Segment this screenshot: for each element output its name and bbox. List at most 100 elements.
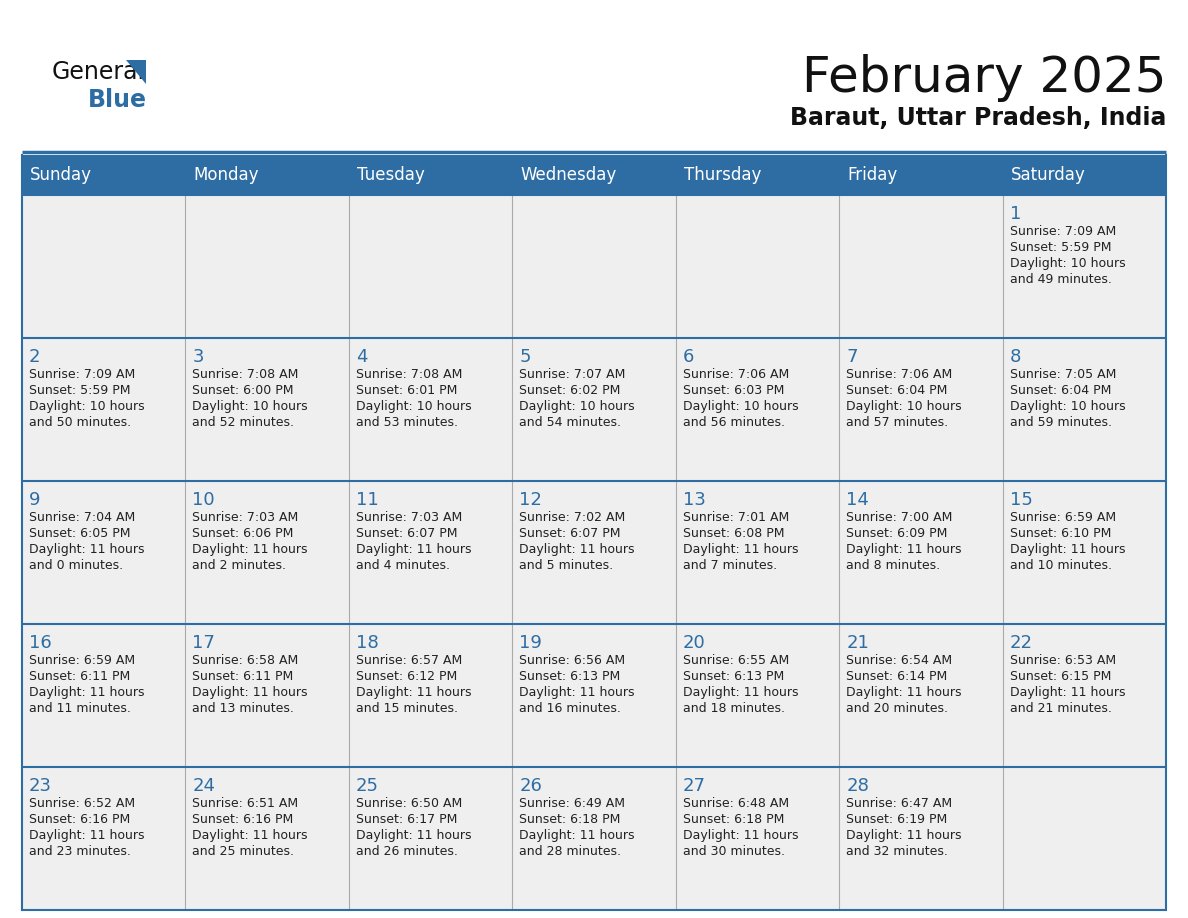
Text: Daylight: 11 hours: Daylight: 11 hours <box>192 686 308 699</box>
Text: Daylight: 11 hours: Daylight: 11 hours <box>683 686 798 699</box>
Text: and 50 minutes.: and 50 minutes. <box>29 416 131 429</box>
Text: 12: 12 <box>519 491 542 509</box>
Text: Wednesday: Wednesday <box>520 166 617 184</box>
Text: 9: 9 <box>29 491 40 509</box>
Text: 27: 27 <box>683 777 706 795</box>
Bar <box>23 481 1165 624</box>
Text: Sunrise: 7:01 AM: Sunrise: 7:01 AM <box>683 511 789 524</box>
Text: Daylight: 11 hours: Daylight: 11 hours <box>519 686 634 699</box>
Bar <box>23 195 1165 338</box>
Text: Daylight: 10 hours: Daylight: 10 hours <box>519 400 634 413</box>
Polygon shape <box>126 60 146 84</box>
Text: and 2 minutes.: and 2 minutes. <box>192 559 286 572</box>
Text: and 7 minutes.: and 7 minutes. <box>683 559 777 572</box>
Text: Monday: Monday <box>194 166 259 184</box>
Text: Daylight: 11 hours: Daylight: 11 hours <box>29 543 145 556</box>
Text: Sunset: 6:13 PM: Sunset: 6:13 PM <box>683 670 784 683</box>
Text: 8: 8 <box>1010 348 1020 366</box>
Text: Sunset: 6:17 PM: Sunset: 6:17 PM <box>356 813 457 826</box>
Text: Baraut, Uttar Pradesh, India: Baraut, Uttar Pradesh, India <box>790 106 1165 130</box>
Text: 18: 18 <box>356 634 379 652</box>
Text: Daylight: 11 hours: Daylight: 11 hours <box>846 686 961 699</box>
Text: Sunrise: 6:52 AM: Sunrise: 6:52 AM <box>29 797 135 810</box>
Text: Sunset: 6:04 PM: Sunset: 6:04 PM <box>1010 384 1111 397</box>
Text: Daylight: 11 hours: Daylight: 11 hours <box>846 829 961 842</box>
Text: Sunrise: 6:49 AM: Sunrise: 6:49 AM <box>519 797 625 810</box>
Text: Sunday: Sunday <box>30 166 91 184</box>
Text: Sunset: 6:00 PM: Sunset: 6:00 PM <box>192 384 293 397</box>
Text: Sunrise: 7:08 AM: Sunrise: 7:08 AM <box>192 368 299 381</box>
Text: Sunrise: 6:55 AM: Sunrise: 6:55 AM <box>683 654 789 667</box>
Text: Sunrise: 6:50 AM: Sunrise: 6:50 AM <box>356 797 462 810</box>
Text: Sunset: 6:09 PM: Sunset: 6:09 PM <box>846 527 948 540</box>
Text: and 59 minutes.: and 59 minutes. <box>1010 416 1112 429</box>
Text: Sunset: 6:04 PM: Sunset: 6:04 PM <box>846 384 948 397</box>
Text: Sunset: 6:08 PM: Sunset: 6:08 PM <box>683 527 784 540</box>
Text: Sunset: 6:13 PM: Sunset: 6:13 PM <box>519 670 620 683</box>
Text: Daylight: 10 hours: Daylight: 10 hours <box>1010 257 1125 270</box>
Text: Daylight: 11 hours: Daylight: 11 hours <box>846 543 961 556</box>
Text: Daylight: 11 hours: Daylight: 11 hours <box>683 829 798 842</box>
Text: Sunset: 6:19 PM: Sunset: 6:19 PM <box>846 813 947 826</box>
Text: Sunset: 6:11 PM: Sunset: 6:11 PM <box>29 670 131 683</box>
Text: Sunset: 6:07 PM: Sunset: 6:07 PM <box>356 527 457 540</box>
Bar <box>23 767 1165 910</box>
Text: Sunset: 6:12 PM: Sunset: 6:12 PM <box>356 670 457 683</box>
Text: and 15 minutes.: and 15 minutes. <box>356 702 457 715</box>
Text: Daylight: 11 hours: Daylight: 11 hours <box>683 543 798 556</box>
Text: Daylight: 10 hours: Daylight: 10 hours <box>356 400 472 413</box>
Text: Daylight: 10 hours: Daylight: 10 hours <box>29 400 145 413</box>
Text: Sunrise: 7:00 AM: Sunrise: 7:00 AM <box>846 511 953 524</box>
Text: Daylight: 11 hours: Daylight: 11 hours <box>519 829 634 842</box>
Text: and 49 minutes.: and 49 minutes. <box>1010 273 1112 286</box>
Text: Daylight: 11 hours: Daylight: 11 hours <box>192 543 308 556</box>
Text: Sunrise: 6:51 AM: Sunrise: 6:51 AM <box>192 797 298 810</box>
Text: Sunset: 6:16 PM: Sunset: 6:16 PM <box>192 813 293 826</box>
Text: Sunrise: 7:06 AM: Sunrise: 7:06 AM <box>683 368 789 381</box>
Text: 10: 10 <box>192 491 215 509</box>
Text: and 30 minutes.: and 30 minutes. <box>683 845 785 858</box>
Text: and 18 minutes.: and 18 minutes. <box>683 702 785 715</box>
Text: 13: 13 <box>683 491 706 509</box>
Text: February 2025: February 2025 <box>802 54 1165 102</box>
Text: 7: 7 <box>846 348 858 366</box>
Text: Saturday: Saturday <box>1011 166 1086 184</box>
Text: and 25 minutes.: and 25 minutes. <box>192 845 295 858</box>
Text: Sunset: 6:01 PM: Sunset: 6:01 PM <box>356 384 457 397</box>
Text: 26: 26 <box>519 777 542 795</box>
Text: Sunset: 6:11 PM: Sunset: 6:11 PM <box>192 670 293 683</box>
Text: 23: 23 <box>29 777 52 795</box>
Text: Friday: Friday <box>847 166 897 184</box>
Text: and 20 minutes.: and 20 minutes. <box>846 702 948 715</box>
Text: 5: 5 <box>519 348 531 366</box>
Text: 2: 2 <box>29 348 40 366</box>
Text: 15: 15 <box>1010 491 1032 509</box>
Text: and 21 minutes.: and 21 minutes. <box>1010 702 1112 715</box>
Text: Sunrise: 6:59 AM: Sunrise: 6:59 AM <box>1010 511 1116 524</box>
Text: 4: 4 <box>356 348 367 366</box>
Text: and 26 minutes.: and 26 minutes. <box>356 845 457 858</box>
Text: Sunset: 6:06 PM: Sunset: 6:06 PM <box>192 527 293 540</box>
Text: Sunset: 6:05 PM: Sunset: 6:05 PM <box>29 527 131 540</box>
Text: Daylight: 11 hours: Daylight: 11 hours <box>192 829 308 842</box>
Text: Sunrise: 6:48 AM: Sunrise: 6:48 AM <box>683 797 789 810</box>
Text: Sunrise: 7:08 AM: Sunrise: 7:08 AM <box>356 368 462 381</box>
Text: 6: 6 <box>683 348 694 366</box>
Text: Sunrise: 7:02 AM: Sunrise: 7:02 AM <box>519 511 626 524</box>
Text: 1: 1 <box>1010 205 1020 223</box>
Text: Sunset: 6:07 PM: Sunset: 6:07 PM <box>519 527 621 540</box>
Text: and 13 minutes.: and 13 minutes. <box>192 702 295 715</box>
Text: Sunrise: 6:47 AM: Sunrise: 6:47 AM <box>846 797 953 810</box>
Text: Sunrise: 7:03 AM: Sunrise: 7:03 AM <box>192 511 298 524</box>
Text: 24: 24 <box>192 777 215 795</box>
Text: Sunset: 6:03 PM: Sunset: 6:03 PM <box>683 384 784 397</box>
Text: Daylight: 11 hours: Daylight: 11 hours <box>356 686 472 699</box>
Text: Sunset: 6:14 PM: Sunset: 6:14 PM <box>846 670 947 683</box>
Text: Sunset: 5:59 PM: Sunset: 5:59 PM <box>1010 241 1111 254</box>
Text: 14: 14 <box>846 491 868 509</box>
Text: Daylight: 11 hours: Daylight: 11 hours <box>356 543 472 556</box>
Text: and 16 minutes.: and 16 minutes. <box>519 702 621 715</box>
Text: Daylight: 11 hours: Daylight: 11 hours <box>29 686 145 699</box>
Text: Daylight: 11 hours: Daylight: 11 hours <box>519 543 634 556</box>
Text: Daylight: 11 hours: Daylight: 11 hours <box>1010 543 1125 556</box>
